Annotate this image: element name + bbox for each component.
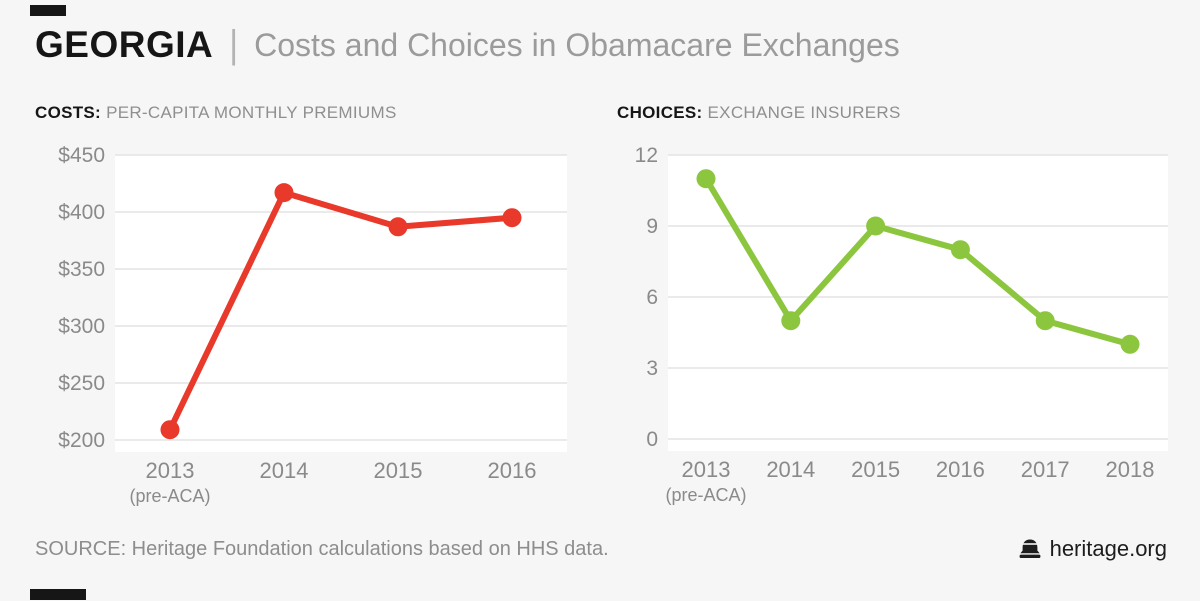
x-tick-label: 2018 bbox=[1106, 457, 1155, 482]
choices-sublabel: EXCHANGE INSURERS bbox=[707, 103, 901, 122]
data-point bbox=[1035, 311, 1055, 331]
data-line bbox=[167, 189, 515, 433]
x-tick-label: 2013 bbox=[682, 457, 731, 482]
page-title: Costs and Choices in Obamacare Exchanges bbox=[254, 26, 900, 63]
data-point bbox=[866, 216, 886, 236]
y-tick-label: 12 bbox=[635, 144, 658, 167]
y-tick-label: 0 bbox=[646, 428, 658, 451]
source-note: SOURCE: Heritage Foundation calculations… bbox=[35, 538, 609, 560]
x-tick-label: 2013 bbox=[146, 458, 195, 483]
pre-aca-note: (pre-ACA) bbox=[129, 486, 210, 506]
data-point bbox=[160, 420, 180, 440]
state-title: GEORGIA bbox=[35, 24, 214, 65]
y-tick-label: $350 bbox=[58, 258, 105, 281]
x-tick-label: 2015 bbox=[851, 457, 900, 482]
header: GEORGIA | Costs and Choices in Obamacare… bbox=[35, 22, 900, 67]
x-tick-label: 2016 bbox=[488, 458, 537, 483]
costs-panel-heading: COSTS: PER-CAPITA MONTHLY PREMIUMS bbox=[35, 103, 397, 123]
brand-logo: heritage.org bbox=[1018, 536, 1167, 562]
x-tick-label: 2016 bbox=[936, 457, 985, 482]
choices-label: CHOICES: bbox=[617, 103, 703, 122]
y-tick-label: $450 bbox=[58, 144, 105, 167]
data-point bbox=[950, 240, 970, 260]
costs-sublabel: PER-CAPITA MONTHLY PREMIUMS bbox=[106, 103, 397, 122]
data-point bbox=[502, 208, 522, 228]
y-tick-label: 6 bbox=[646, 286, 658, 309]
x-tick-label: 2015 bbox=[374, 458, 423, 483]
plot-area bbox=[668, 155, 1168, 451]
x-tick-label: 2014 bbox=[260, 458, 309, 483]
costs-chart: $200 $250 $300 $350 $400 $450 2013 2014 2015 2016… bbox=[58, 144, 567, 506]
data-line bbox=[703, 175, 1133, 348]
brand-url: heritage.org bbox=[1049, 536, 1167, 561]
y-tick-label: 3 bbox=[646, 357, 658, 380]
bottom-left-accent-bar bbox=[30, 589, 86, 600]
pre-aca-note: (pre-ACA) bbox=[665, 485, 746, 505]
data-point bbox=[388, 217, 408, 237]
choices-chart: 0 3 6 9 12 2013 2014 2015 2016 2017 2018 (pre-ACA) bbox=[635, 144, 1168, 505]
data-point bbox=[781, 311, 801, 331]
x-tick-label: 2014 bbox=[766, 457, 815, 482]
data-point bbox=[696, 169, 716, 189]
plot-area bbox=[115, 155, 567, 452]
data-point bbox=[1120, 334, 1140, 354]
data-point bbox=[274, 183, 294, 203]
y-tick-label: $200 bbox=[58, 429, 105, 452]
liberty-bell-icon bbox=[1019, 539, 1040, 558]
y-tick-label: $300 bbox=[58, 315, 105, 338]
choices-panel-heading: CHOICES: EXCHANGE INSURERS bbox=[617, 103, 901, 123]
title-separator: | bbox=[229, 22, 239, 67]
top-left-accent-bar bbox=[30, 5, 66, 16]
y-tick-label: $400 bbox=[58, 201, 105, 224]
x-tick-label: 2017 bbox=[1021, 457, 1070, 482]
y-tick-label: $250 bbox=[58, 372, 105, 395]
y-tick-label: 9 bbox=[646, 215, 658, 238]
costs-label: COSTS: bbox=[35, 103, 102, 122]
